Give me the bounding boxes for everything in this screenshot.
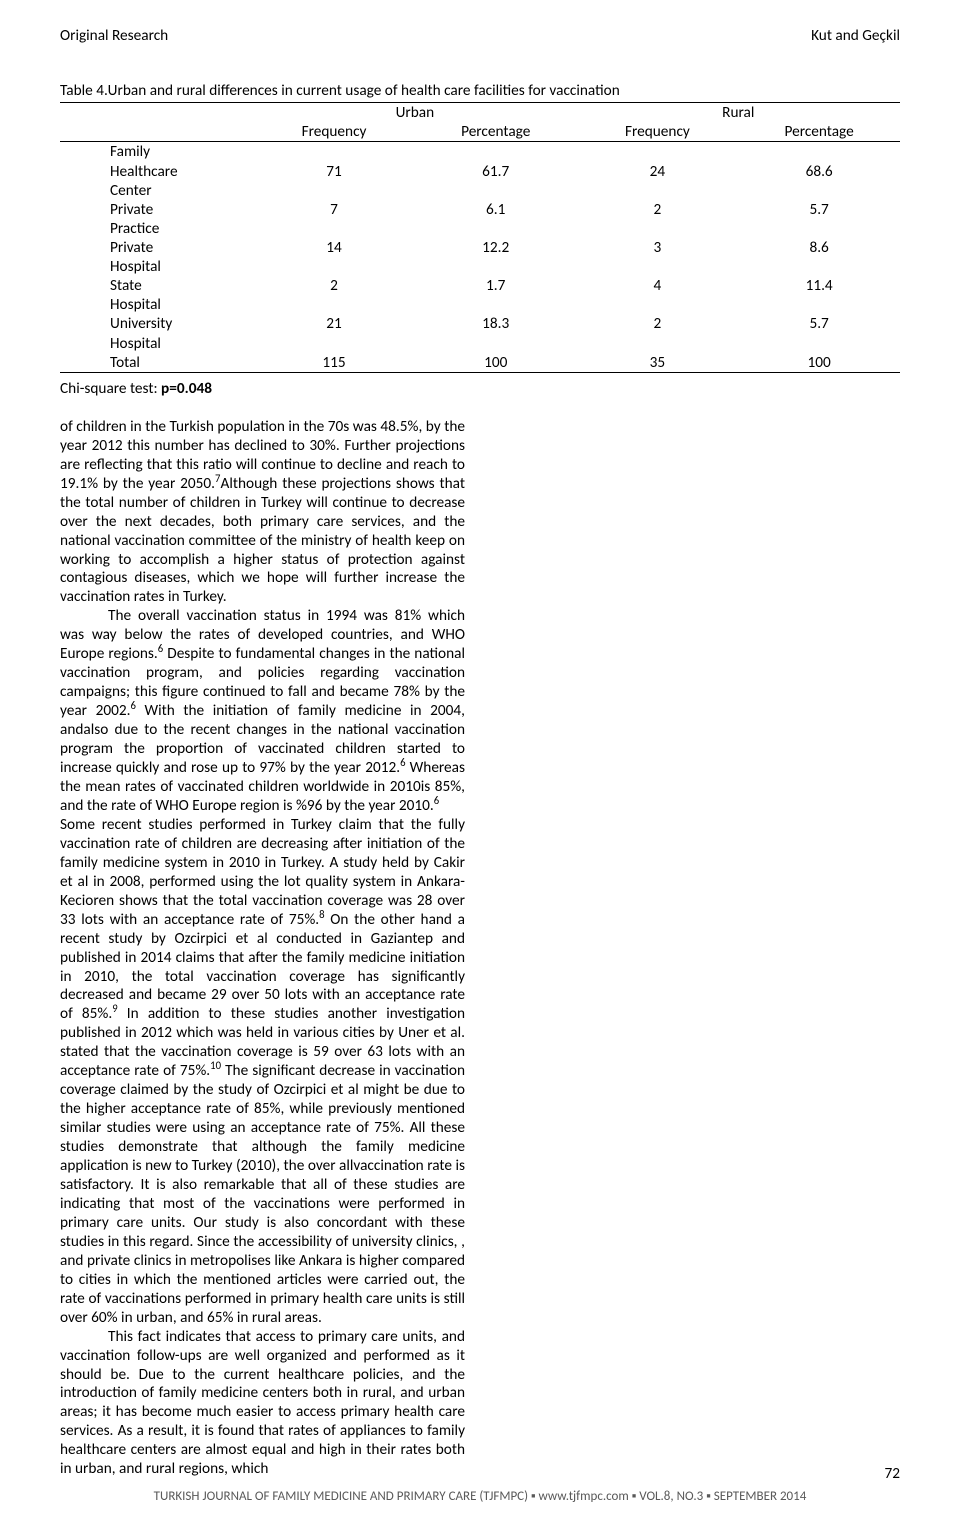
footer-url: www.tjfmpc.com xyxy=(539,1489,629,1504)
cell: 1.7 xyxy=(415,276,577,314)
body-columns: of children in the Turkish population in… xyxy=(60,418,900,1508)
table-caption: Table 4.Urban and rural differences in c… xyxy=(60,81,900,100)
cell: 5.7 xyxy=(738,314,900,352)
cell: 115 xyxy=(253,353,415,373)
cell: 61.7 xyxy=(415,162,577,181)
cell: 6.1 xyxy=(415,200,577,238)
page-footer: TURKISH JOURNAL OF FAMILY MEDICINE AND P… xyxy=(60,1489,900,1505)
group-rural: Rural xyxy=(577,103,900,123)
row-label: Hospital xyxy=(60,295,253,314)
cell: 4 xyxy=(577,276,739,314)
row-label: Hospital xyxy=(60,257,253,276)
col-header: Percentage xyxy=(738,122,900,142)
cell: 2 xyxy=(577,314,739,352)
cell: 14 xyxy=(253,238,415,276)
paragraph: of children in the Turkish population in… xyxy=(60,418,465,608)
row-label: State xyxy=(60,276,253,295)
row-label: Private xyxy=(60,238,253,257)
paragraph: This fact indicates that access to prima… xyxy=(60,1328,465,1480)
row-label-total: Total xyxy=(60,353,253,373)
cell: 35 xyxy=(577,353,739,373)
cell: 100 xyxy=(415,353,577,373)
footer-vol: VOL.8, NO.3 xyxy=(639,1489,703,1504)
footer-journal: TURKISH JOURNAL OF FAMILY MEDICINE AND P… xyxy=(154,1489,528,1504)
citation: 6 xyxy=(434,794,439,807)
cell: 7 xyxy=(253,200,415,238)
page-header: Original Research Kut and Geçkil xyxy=(60,26,900,45)
cell: 100 xyxy=(738,353,900,373)
cell: 8.6 xyxy=(738,238,900,276)
cell: 24 xyxy=(577,162,739,181)
paragraph: The overall vaccination status in 1994 w… xyxy=(60,607,465,815)
header-left: Original Research xyxy=(60,26,168,45)
chi-value: p=0.048 xyxy=(161,379,212,398)
cell: 2 xyxy=(577,200,739,238)
chi-square-note: Chi-square test: p=0.048 xyxy=(60,379,900,398)
chi-label: Chi-square test: xyxy=(60,379,161,398)
cell: 68.6 xyxy=(738,162,900,181)
col-header: Frequency xyxy=(253,122,415,142)
row-label: Center xyxy=(60,181,253,200)
row-label: Private xyxy=(60,200,253,219)
row-label: Family xyxy=(60,142,253,162)
row-label: University xyxy=(60,314,253,333)
cell: 3 xyxy=(577,238,739,276)
col-header: Percentage xyxy=(415,122,577,142)
header-right: Kut and Geçkil xyxy=(811,26,900,45)
row-label: Hospital xyxy=(60,334,253,353)
cell: 2 xyxy=(253,276,415,314)
cell: 71 xyxy=(253,162,415,181)
row-label: Healthcare xyxy=(60,162,253,181)
col-header: Frequency xyxy=(577,122,739,142)
page-number: 72 xyxy=(884,1464,900,1483)
footer-date: SEPTEMBER 2014 xyxy=(714,1489,807,1504)
data-table: Urban Rural Frequency Percentage Frequen… xyxy=(60,102,900,373)
cell: 21 xyxy=(253,314,415,352)
cell: 12.2 xyxy=(415,238,577,276)
citation: 10 xyxy=(210,1059,221,1072)
cell: 18.3 xyxy=(415,314,577,352)
cell: 5.7 xyxy=(738,200,900,238)
paragraph: Some recent studies performed in Turkey … xyxy=(60,816,465,1328)
row-label: Practice xyxy=(60,219,253,238)
cell: 11.4 xyxy=(738,276,900,314)
group-urban: Urban xyxy=(253,103,576,123)
